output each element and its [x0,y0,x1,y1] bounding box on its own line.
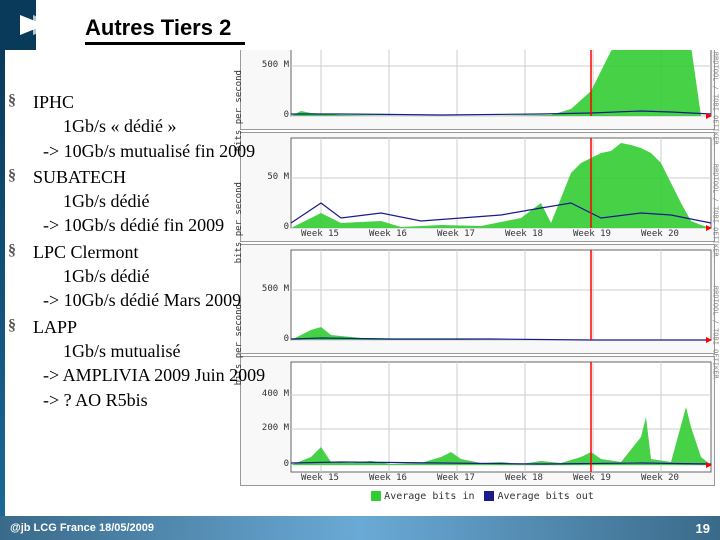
bullet-text: LAPP1Gb/s mutualisé-> AMPLIVIA 2009 Juin… [33,315,408,412]
chart-legend: Average bits inAverage bits out [240,488,715,505]
chart-xtick: Week 17 [437,473,475,483]
logo-arrow-icon [15,10,65,45]
slide-footer: @jb LCG France 18/05/2009 19 [0,516,720,540]
bullet-subline: -> ? AO R5bis [43,388,408,412]
chart-attribution: RRDTOOL / TOBI OETIKER [712,52,720,145]
bullet-subline: -> AMPLIVIA 2009 Juin 2009 [43,363,408,387]
bullet-subline: 1Gb/s mutualisé [63,339,408,363]
title-underline [85,42,245,45]
left-stripe [0,50,5,530]
slide-title: Autres Tiers 2 [85,15,231,41]
chart-xtick: Week 19 [573,229,611,239]
bullet-text: LPC Clermont1Gb/s dédié-> 10Gb/s dédié M… [33,240,408,313]
bullet-subline: 1Gb/s dédié [63,264,408,288]
footer-text: @jb LCG France 18/05/2009 [10,522,154,534]
chart-ytick: 0 [284,459,289,469]
bullet-text: SUBATECH1Gb/s dédié-> 10Gb/s dédié fin 2… [33,165,408,238]
bullet-subline: -> 10Gb/s dédié Mars 2009 [43,288,408,312]
chart-xtick: Week 18 [505,473,543,483]
bullet-text: IPHC1Gb/s « dédié »-> 10Gb/s mutualisé f… [33,90,408,163]
bullet-head: IPHC [33,90,408,114]
slide-header: Autres Tiers 2 [0,0,720,50]
chart-xtick: Week 20 [641,229,679,239]
bullet-marker: § [8,165,33,238]
page-number: 19 [696,521,710,536]
bullet-head: SUBATECH [33,165,408,189]
bullet-marker: § [8,315,33,412]
bullet-item: §LPC Clermont1Gb/s dédié-> 10Gb/s dédié … [8,240,408,313]
chart-xtick: Week 15 [301,473,339,483]
bullet-item: §SUBATECH1Gb/s dédié-> 10Gb/s dédié fin … [8,165,408,238]
chart-xtick: Week 19 [573,473,611,483]
bullet-item: §IPHC1Gb/s « dédié »-> 10Gb/s mutualisé … [8,90,408,163]
chart-ytick: 200 M [262,423,289,433]
chart-xtick: Week 17 [437,229,475,239]
chart-xtick: Week 16 [369,473,407,483]
bullet-list: §IPHC1Gb/s « dédié »-> 10Gb/s mutualisé … [8,90,408,414]
bullet-subline: 1Gb/s « dédié » [63,114,408,138]
chart-xtick: Week 18 [505,229,543,239]
bullet-subline: -> 10Gb/s mutualisé fin 2009 [43,139,408,163]
bullet-subline: 1Gb/s dédié [63,189,408,213]
bullet-subline: -> 10Gb/s dédié fin 2009 [43,213,408,237]
bullet-head: LPC Clermont [33,240,408,264]
chart-attribution: RRDTOOL / TOBI OETIKER [712,164,720,257]
bullet-item: §LAPP1Gb/s mutualisé-> AMPLIVIA 2009 Jui… [8,315,408,412]
bullet-marker: § [8,240,33,313]
chart-attribution: RRDTOOL / TOBI OETIKER [712,286,720,379]
chart-ytick: 500 M [262,60,289,70]
bullet-marker: § [8,90,33,163]
chart-xtick: Week 20 [641,473,679,483]
bullet-head: LAPP [33,315,408,339]
